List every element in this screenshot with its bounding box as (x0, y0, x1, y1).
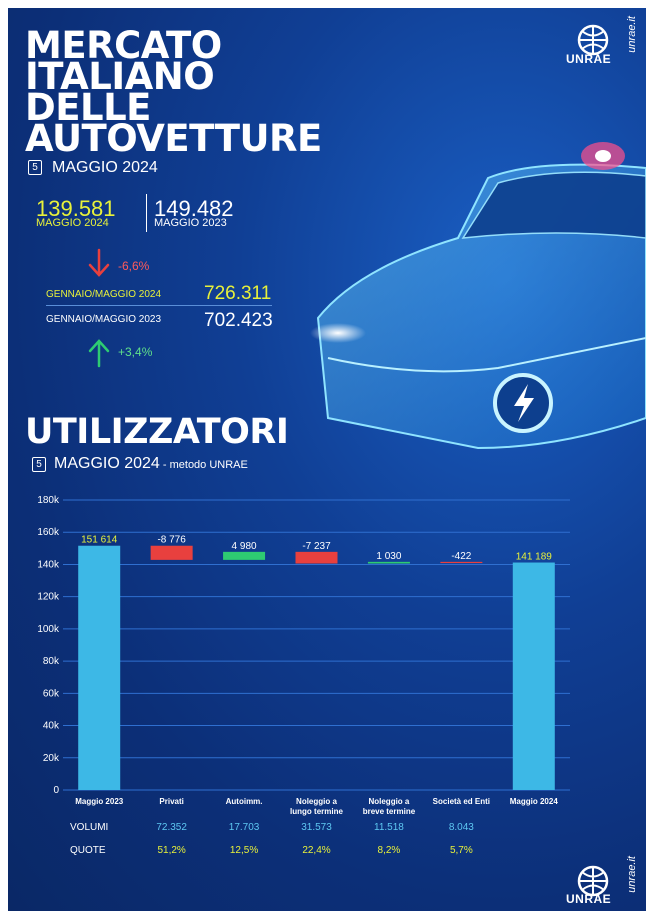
x-category-label: Maggio 2023 (75, 797, 124, 806)
waterfall-bar (440, 561, 483, 564)
previous-month-label: MAGGIO 2023 (154, 217, 227, 229)
calendar-icon: 5 (32, 457, 46, 472)
report-month: MAGGIO 2024 (52, 159, 158, 176)
volumi-cell: 31.573 (301, 822, 332, 833)
arrow-down-icon (88, 248, 110, 277)
ytd-change: +3,4% (118, 345, 153, 359)
main-title: MERCATO ITALIANO DELLE AUTOVETTURE (25, 24, 322, 160)
divider (46, 305, 272, 306)
title-line: AUTOVETTURE (25, 117, 322, 160)
volumi-cell: 17.703 (228, 822, 260, 833)
ytd-previous-label: GENNAIO/MAGGIO 2023 (46, 314, 162, 325)
site-url: unrae.it (626, 16, 638, 53)
data-label: 4 980 (232, 541, 257, 552)
quote-cell: 12,5% (229, 845, 259, 856)
data-label: -422 (451, 551, 471, 562)
data-label: -7 237 (302, 541, 331, 552)
title-line: DELLE (25, 86, 151, 129)
quote-row-label: QUOTE (70, 845, 106, 856)
x-category-label: Maggio 2024 (510, 797, 559, 806)
y-tick-label: 40k (43, 721, 60, 732)
waterfall-chart: 0 20k 40k 60k 80k 100k 120k 140k 160k 180k 151 614… (37, 495, 570, 816)
waterfall-bar (150, 545, 193, 560)
x-category-label: breve termine (363, 807, 416, 816)
unrae-logo-icon (577, 865, 609, 897)
volumi-cell: 72.352 (156, 822, 187, 833)
previous-month-value: 149.482 (154, 196, 234, 221)
x-category-label: Noleggio a (368, 797, 409, 806)
brand-name: UNRAE (566, 892, 612, 906)
data-label: 141 189 (516, 552, 553, 563)
section-title: UTILIZZATORI (25, 412, 289, 452)
x-category-label: lungo termine (290, 807, 343, 816)
method-note: - metodo UNRAE (159, 459, 248, 471)
data-label: 151 614 (81, 535, 118, 546)
ytd-current-label: GENNAIO/MAGGIO 2024 (46, 289, 162, 300)
electric-car-illustration (310, 142, 646, 450)
monthly-change: -6,6% (118, 259, 150, 273)
current-month-value: 139.581 (36, 196, 116, 221)
y-tick-label: 140k (37, 559, 60, 570)
title-line: ITALIANO (25, 55, 215, 98)
quote-cell: 8,2% (377, 845, 401, 856)
quote-cell: 22,4% (302, 845, 331, 856)
volumi-cell: 11.518 (374, 822, 404, 833)
waterfall-bar (367, 561, 410, 564)
waterfall-bar (78, 545, 121, 790)
title-line: MERCATO (25, 24, 222, 67)
y-tick-label: 20k (43, 753, 60, 764)
volumi-row-label: VOLUMI (70, 822, 109, 833)
y-tick-label: 60k (43, 688, 60, 699)
waterfall-bar (512, 562, 555, 790)
quote-cell: 51,2% (157, 845, 186, 856)
arrow-up-icon (88, 339, 110, 368)
y-tick-label: 120k (37, 592, 60, 603)
calendar-icon: 5 (28, 160, 42, 175)
divider (146, 194, 147, 232)
waterfall-bar (295, 551, 338, 564)
ytd-current-value: 726.311 (204, 283, 272, 304)
section-month: MAGGIO 2024 - metodo UNRAE (54, 455, 248, 473)
site-url: unrae.it (626, 856, 638, 893)
infographic-poster: MERCATO ITALIANO DELLE AUTOVETTURE UNRAE… (8, 8, 646, 911)
y-tick-label: 0 (53, 785, 59, 796)
quote-cell: 5,7% (449, 845, 473, 856)
ytd-previous-value: 702.423 (204, 310, 273, 331)
volumi-cell: 8.043 (448, 822, 474, 833)
data-label: -8 776 (157, 535, 186, 546)
data-label: 1 030 (376, 551, 401, 562)
x-category-label: Noleggio a (296, 797, 337, 806)
waterfall-bar (223, 551, 266, 560)
unrae-logo-icon (577, 24, 609, 56)
x-category-label: Società ed Enti (433, 797, 490, 806)
current-month-label: MAGGIO 2024 (36, 217, 109, 229)
y-tick-label: 100k (37, 624, 60, 635)
section-month-text: MAGGIO 2024 (54, 455, 160, 472)
x-category-label: Privati (159, 797, 183, 806)
y-tick-label: 180k (37, 495, 60, 506)
y-tick-label: 160k (37, 527, 60, 538)
x-category-label: Autoimm. (226, 797, 263, 806)
y-tick-label: 80k (43, 656, 60, 667)
brand-name: UNRAE (566, 52, 612, 66)
